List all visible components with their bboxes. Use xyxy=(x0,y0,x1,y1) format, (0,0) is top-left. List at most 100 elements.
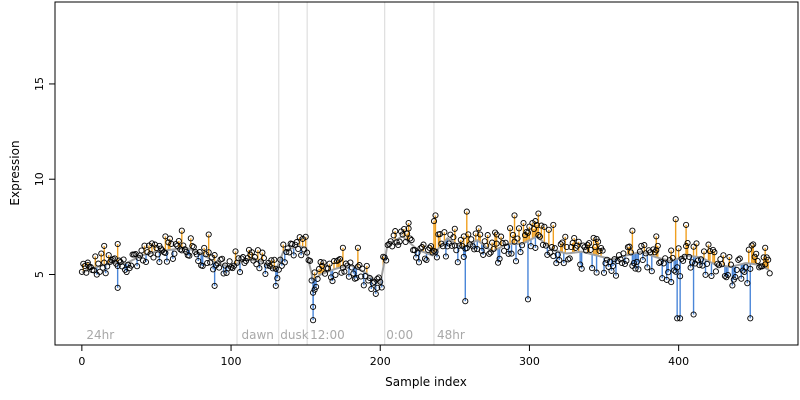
data-point xyxy=(684,239,691,247)
data-point xyxy=(493,240,500,247)
data-point xyxy=(372,290,379,297)
data-point xyxy=(681,253,688,260)
data-point xyxy=(583,247,590,254)
x-tick-label: 100 xyxy=(221,355,242,368)
data-point xyxy=(290,252,297,259)
data-point xyxy=(547,249,554,256)
data-point xyxy=(536,233,543,240)
x-tick-label: 300 xyxy=(519,355,540,368)
data-point xyxy=(668,279,675,286)
data-point xyxy=(195,257,202,265)
data-point xyxy=(177,246,184,253)
data-point xyxy=(450,234,457,241)
data-point xyxy=(330,258,338,265)
data-point xyxy=(354,244,361,251)
data-point xyxy=(389,243,396,250)
data-point xyxy=(232,248,239,255)
data-point xyxy=(280,241,287,248)
data-point xyxy=(617,256,624,263)
data-point xyxy=(101,259,108,266)
data-point xyxy=(460,253,467,260)
data-point xyxy=(595,238,602,245)
data-point xyxy=(736,255,743,262)
data-point xyxy=(687,264,694,271)
data-point xyxy=(332,271,339,278)
data-point xyxy=(427,243,435,250)
data-point xyxy=(468,236,475,243)
data-point xyxy=(574,242,581,249)
data-point xyxy=(226,258,233,265)
data-point xyxy=(517,249,524,256)
data-point xyxy=(496,255,503,262)
data-point xyxy=(405,219,412,227)
data-point xyxy=(683,221,690,228)
data-point xyxy=(335,256,342,264)
data-point xyxy=(144,249,151,256)
data-point xyxy=(448,242,455,249)
data-point xyxy=(489,239,496,246)
data-point xyxy=(512,258,520,265)
data-point xyxy=(505,250,512,257)
data-point xyxy=(201,244,208,251)
data-point xyxy=(96,268,103,275)
data-point xyxy=(399,231,406,238)
data-point xyxy=(744,280,751,287)
data-point xyxy=(423,256,430,264)
data-point xyxy=(156,258,163,266)
data-point xyxy=(760,254,767,261)
data-point xyxy=(727,261,734,268)
data-point xyxy=(454,259,461,266)
data-point xyxy=(180,242,187,249)
data-point xyxy=(711,249,718,256)
data-point xyxy=(105,252,112,259)
data-point xyxy=(260,255,267,262)
data-point xyxy=(729,282,736,289)
data-point xyxy=(633,258,640,265)
data-point xyxy=(326,260,333,267)
data-point xyxy=(216,264,223,271)
data-point xyxy=(139,257,147,264)
data-point xyxy=(307,257,314,264)
data-point xyxy=(586,240,593,247)
data-point xyxy=(533,222,540,229)
data-point xyxy=(726,253,733,261)
x-tick-label: 400 xyxy=(668,355,689,368)
data-point xyxy=(165,239,172,246)
data-point xyxy=(554,251,561,258)
data-point xyxy=(162,249,169,257)
data-point xyxy=(186,252,193,259)
data-point xyxy=(239,254,247,261)
data-point xyxy=(565,256,572,263)
data-point xyxy=(138,247,145,254)
data-point xyxy=(490,245,497,253)
data-point xyxy=(433,254,440,261)
data-point xyxy=(557,241,564,248)
data-point xyxy=(756,264,763,271)
data-point xyxy=(641,242,648,249)
data-point xyxy=(342,260,349,267)
data-point xyxy=(668,247,675,254)
data-point xyxy=(665,269,672,276)
y-tick-label: 5 xyxy=(33,271,46,278)
data-point xyxy=(635,266,642,273)
plot-border xyxy=(54,1,799,346)
data-point xyxy=(620,250,627,257)
data-point xyxy=(502,239,509,246)
data-point xyxy=(556,257,563,264)
y-tick-label: 10 xyxy=(33,172,46,186)
data-point xyxy=(739,267,746,274)
data-point xyxy=(199,262,206,270)
data-point xyxy=(196,249,203,256)
data-point xyxy=(248,249,255,256)
data-point xyxy=(706,248,714,255)
data-point xyxy=(463,245,470,252)
data-point xyxy=(214,260,221,267)
data-point xyxy=(269,265,276,272)
data-point xyxy=(178,227,185,234)
data-point xyxy=(256,265,263,272)
data-point xyxy=(430,218,438,225)
data-point xyxy=(504,243,511,250)
data-point xyxy=(141,242,148,249)
data-point xyxy=(275,266,282,273)
data-point xyxy=(592,243,599,251)
